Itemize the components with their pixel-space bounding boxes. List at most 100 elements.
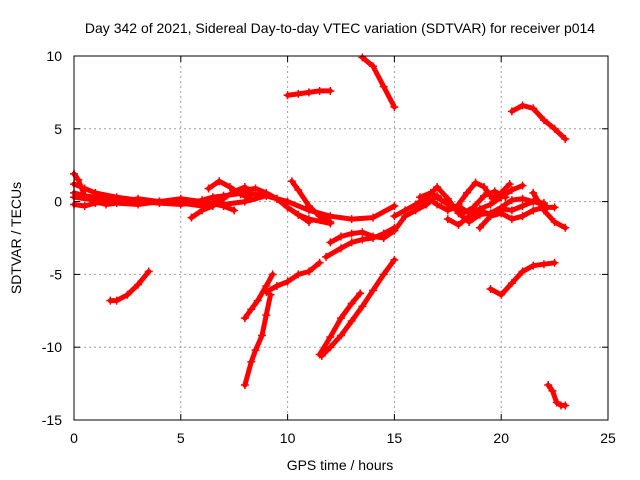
series-arc-14 [315,289,365,359]
data-point [91,196,100,205]
data-point [497,290,506,299]
data-point [187,213,196,222]
data-point [544,381,553,390]
data-point [433,183,442,192]
data-point [294,270,303,279]
y-tick-label: 0 [54,194,62,210]
chart-title: Day 342 of 2021, Sidereal Day-to-day VTE… [85,20,595,36]
data-point [240,381,249,390]
data-point [475,223,484,232]
data-point [463,188,472,197]
data-point [411,203,420,212]
data-point [480,183,489,192]
series-arc-27 [486,258,559,299]
data-point [548,386,557,395]
data-point [347,215,356,224]
data-point [262,188,271,197]
series-arc-26 [529,188,570,232]
data-point [80,201,89,210]
data-point [251,346,260,355]
data-point [561,134,570,143]
data-point [550,258,559,267]
series-arc-10 [106,267,153,305]
series-arc-29 [544,381,570,410]
data-point [219,194,228,203]
data-point [337,314,345,323]
data-point [507,215,516,224]
data-point [529,206,538,215]
data-point [505,180,514,189]
data-point [347,299,356,308]
data-point [326,217,335,226]
data-point [112,199,121,208]
series-arc-18 [283,86,335,100]
series-line [445,183,526,228]
data-point [518,101,527,110]
data-point [379,270,388,279]
data-point [488,194,497,203]
data-point [337,232,345,241]
data-point [390,212,399,221]
series-arc-8 [240,184,335,228]
data-point [247,305,256,314]
data-point [262,311,271,320]
data-point [507,185,516,194]
x-tick-label: 0 [70,430,78,446]
data-point [358,235,367,244]
data-point [322,252,331,261]
data-point [550,217,559,226]
data-point [123,290,132,299]
data-point [272,194,281,203]
y-tick-label: -15 [42,412,62,428]
data-point [144,267,153,276]
series-line [509,103,568,142]
series-line [319,257,397,359]
data-point [315,86,324,95]
data-point [347,238,356,247]
data-point [253,296,262,305]
data-point [539,206,548,215]
data-point [315,212,324,221]
data-point [433,200,442,209]
data-point [454,220,463,229]
data-point [379,82,388,91]
data-point [304,215,313,224]
data-point [326,86,335,95]
data-point [134,200,143,209]
data-point [198,206,207,215]
data-point [448,203,457,212]
data-point [230,206,239,215]
y-tick-label: 5 [54,121,62,137]
data-point [390,255,399,264]
data-point [369,213,378,222]
series-arc-12 [240,270,277,323]
data-point [469,203,478,212]
data-point [294,185,303,194]
data-point [337,331,345,340]
data-point [112,296,121,305]
data-point [443,215,452,224]
data-point [475,204,484,213]
data-point [358,228,367,237]
data-point [236,190,245,199]
data-point [379,234,388,242]
data-point [247,357,256,366]
series-line [530,190,568,231]
series-line [107,269,152,304]
data-point [198,197,207,206]
series-arc-28 [507,101,570,143]
data-point [561,223,570,232]
data-point [215,177,224,186]
data-point [315,258,324,267]
data-point [507,206,516,215]
data-point [304,267,313,276]
data-point [283,203,292,212]
y-tick-label: -5 [50,266,63,282]
data-point [471,178,480,187]
series-line [317,290,363,357]
data-point [465,212,474,221]
data-point [208,201,217,210]
series-arc-19 [358,53,399,111]
y-tick-label: 10 [46,48,62,64]
